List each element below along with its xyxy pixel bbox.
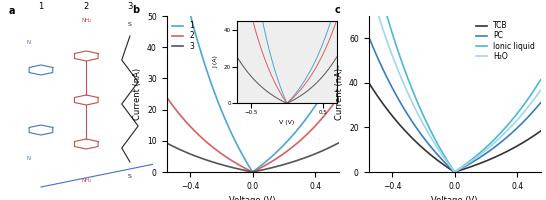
2 xyxy=(207,144,214,147)
Line: H₂O: H₂O xyxy=(369,0,541,172)
Ionic liquid xyxy=(537,79,544,81)
3 xyxy=(265,167,271,170)
Line: TCB: TCB xyxy=(369,82,541,172)
H₂O xyxy=(467,161,473,163)
2 xyxy=(241,167,248,169)
Ionic liquid xyxy=(467,160,473,162)
Text: S: S xyxy=(128,173,132,178)
PC xyxy=(410,121,416,124)
3 xyxy=(207,160,214,163)
Text: b: b xyxy=(132,5,139,15)
TCB xyxy=(537,130,544,132)
PC xyxy=(537,102,544,104)
PC xyxy=(443,163,450,165)
Line: 3: 3 xyxy=(167,143,339,172)
Line: 2: 2 xyxy=(167,97,339,172)
1 xyxy=(335,65,342,68)
Text: 2: 2 xyxy=(84,2,89,11)
Text: a: a xyxy=(8,6,15,16)
Line: 1: 1 xyxy=(167,0,339,172)
Text: 3: 3 xyxy=(127,2,133,11)
1 xyxy=(293,130,300,132)
Text: NH₂: NH₂ xyxy=(81,18,92,22)
2 xyxy=(249,171,256,173)
TCB xyxy=(452,171,458,173)
3 xyxy=(293,160,300,162)
1 xyxy=(194,38,200,40)
TCB xyxy=(443,165,450,168)
X-axis label: Voltage (V): Voltage (V) xyxy=(229,196,276,200)
H₂O xyxy=(396,71,402,74)
H₂O xyxy=(410,102,416,105)
H₂O xyxy=(443,160,450,162)
Text: 1: 1 xyxy=(38,2,44,11)
Text: NH₂: NH₂ xyxy=(81,178,92,182)
Text: N: N xyxy=(26,40,31,45)
Line: Ionic liquid: Ionic liquid xyxy=(369,0,541,172)
Ionic liquid xyxy=(443,158,450,160)
PC xyxy=(396,99,402,101)
Legend: 1, 2, 3: 1, 2, 3 xyxy=(170,20,196,52)
PC xyxy=(480,154,487,156)
PC xyxy=(495,143,502,145)
Text: c: c xyxy=(334,5,340,15)
PC xyxy=(365,35,372,38)
1 xyxy=(207,81,214,83)
PC xyxy=(452,171,458,173)
Ionic liquid xyxy=(410,90,416,92)
Ionic liquid xyxy=(495,134,502,137)
PC xyxy=(467,162,473,165)
3 xyxy=(278,164,285,166)
H₂O xyxy=(495,138,502,140)
H₂O xyxy=(452,171,458,173)
Legend: TCB, PC, Ionic liquid, H₂O: TCB, PC, Ionic liquid, H₂O xyxy=(474,20,537,62)
TCB xyxy=(467,166,473,168)
3 xyxy=(194,155,200,158)
TCB xyxy=(365,81,372,84)
H₂O xyxy=(480,151,487,153)
Text: N: N xyxy=(26,156,31,160)
Ionic liquid xyxy=(396,53,402,55)
TCB xyxy=(480,161,487,163)
2 xyxy=(163,96,170,98)
X-axis label: Voltage (V): Voltage (V) xyxy=(431,196,478,200)
Ionic liquid xyxy=(452,171,458,173)
Y-axis label: Current (nA): Current (nA) xyxy=(133,68,141,120)
2 xyxy=(293,143,300,145)
1 xyxy=(265,158,271,161)
TCB xyxy=(410,137,416,140)
H₂O xyxy=(537,89,544,91)
1 xyxy=(250,171,256,173)
3 xyxy=(241,169,248,172)
TCB xyxy=(396,123,402,125)
Ionic liquid xyxy=(480,148,487,151)
1 xyxy=(278,146,285,148)
TCB xyxy=(495,154,502,157)
3 xyxy=(163,142,170,144)
2 xyxy=(278,154,285,156)
2 xyxy=(265,163,271,165)
3 xyxy=(249,171,256,173)
3 xyxy=(335,142,342,144)
1 xyxy=(241,157,248,159)
2 xyxy=(335,96,342,98)
Line: PC: PC xyxy=(369,36,541,172)
Text: S: S xyxy=(128,21,132,26)
2 xyxy=(194,132,200,134)
Y-axis label: Current (nA): Current (nA) xyxy=(335,68,343,120)
